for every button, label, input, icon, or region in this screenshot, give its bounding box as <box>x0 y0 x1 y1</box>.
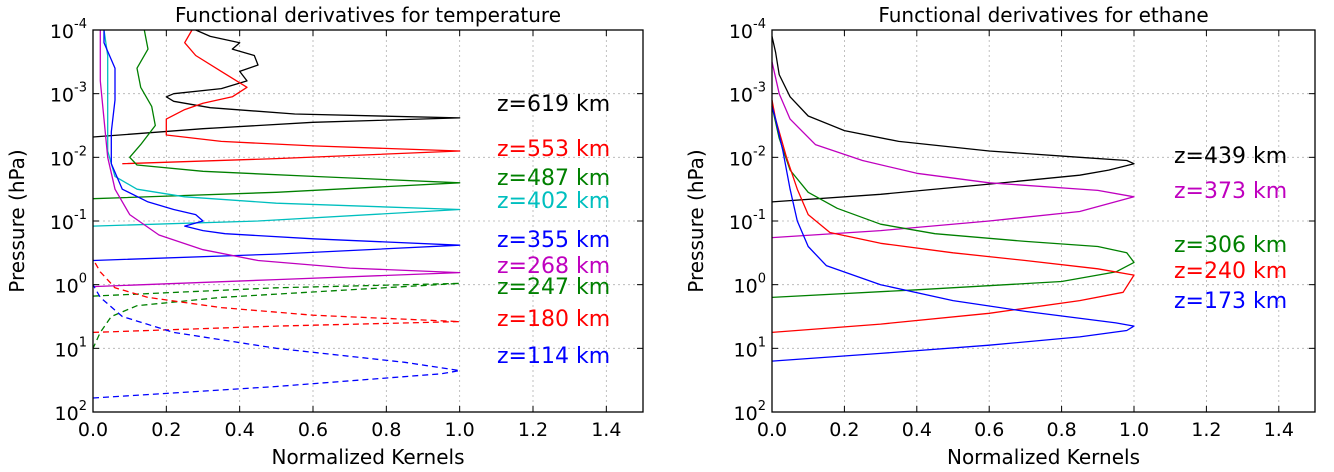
y-tick-label: 102 <box>55 399 87 425</box>
y-axis-label: Pressure (hPa) <box>5 149 29 292</box>
x-axis-label: Normalized Kernels <box>271 445 464 469</box>
x-tick-label: 1.0 <box>445 419 475 441</box>
series-line-6 <box>92 282 461 349</box>
x-tick-label: 0.6 <box>298 419 328 441</box>
y-tick-label: 10-4 <box>729 17 766 43</box>
y-tick-label: 100 <box>734 272 766 298</box>
legend-entry: z=439 km <box>1174 144 1287 169</box>
x-tick-label: 0.0 <box>78 419 108 441</box>
series-line-4 <box>92 30 461 262</box>
chart-panel-1: 0.0 0.2 0.4 0.6 0.8 1.0 1.2 1.4 10-4 10-3 10-2 10-1… <box>684 3 1316 469</box>
x-tick-label: 1.0 <box>1119 419 1149 441</box>
y-tick-label: 102 <box>734 399 766 425</box>
series-line-2 <box>771 106 1135 299</box>
legend-entry: z=355 km <box>497 228 610 253</box>
legend-entry: z=268 km <box>497 254 610 279</box>
x-tick-label: 0.2 <box>829 419 859 441</box>
series-line-5 <box>92 30 461 288</box>
y-tick-label: 10-3 <box>50 81 87 107</box>
legend-entry: z=240 km <box>1174 259 1287 284</box>
series-line-4 <box>771 106 1135 362</box>
y-tick-label: 10-2 <box>729 144 766 170</box>
chart-title: Functional derivatives for temperature <box>175 3 561 27</box>
legend-entry: z=306 km <box>1174 233 1287 258</box>
chart-panel-0: 0.0 0.2 0.4 0.6 0.8 1.0 1.2 1.4 10-4 10-3 10-2 10-1… <box>5 3 644 469</box>
x-axis-label: Normalized Kernels <box>947 445 1140 469</box>
x-tick-label: 0.8 <box>371 419 401 441</box>
legend-entry: z=247 km <box>497 275 610 300</box>
legend-entry: z=373 km <box>1174 179 1287 204</box>
series-line-8 <box>92 284 461 399</box>
y-tick-label: 10-3 <box>729 81 766 107</box>
series-line-1 <box>771 61 1135 239</box>
series-line-3 <box>771 99 1135 334</box>
legend-entry: z=402 km <box>497 189 610 214</box>
series-line-1 <box>122 29 461 165</box>
x-tick-label: 1.2 <box>1191 419 1221 441</box>
x-tick-label: 1.4 <box>591 419 621 441</box>
y-axis-label: Pressure (hPa) <box>684 149 708 292</box>
series-line-3 <box>92 29 461 227</box>
y-tick-label: 100 <box>55 272 87 298</box>
series-line-2 <box>92 29 461 200</box>
series-line-0 <box>771 36 1135 203</box>
chart-title: Functional derivatives for ethane <box>878 3 1208 27</box>
x-tick-label: 0.0 <box>757 419 787 441</box>
legend-entry: z=619 km <box>497 92 610 117</box>
y-tick-label: 10-4 <box>50 17 87 43</box>
x-tick-label: 0.8 <box>1046 419 1076 441</box>
x-tick-label: 1.2 <box>518 419 548 441</box>
y-tick-label: 101 <box>55 335 87 361</box>
series-line-0 <box>92 29 461 138</box>
x-tick-label: 1.4 <box>1264 419 1294 441</box>
x-tick-label: 0.2 <box>151 419 181 441</box>
legend-entry: z=487 km <box>497 166 610 191</box>
legend-entry: z=173 km <box>1174 289 1287 314</box>
y-tick-label: 10-1 <box>729 208 766 234</box>
y-tick-label: 10-1 <box>50 208 87 234</box>
x-tick-label: 0.4 <box>902 419 932 441</box>
legend-entry: z=114 km <box>497 344 610 369</box>
y-tick-label: 10-2 <box>50 144 87 170</box>
x-tick-label: 0.6 <box>974 419 1004 441</box>
legend-entry: z=553 km <box>497 137 610 162</box>
series-line-7 <box>92 258 461 334</box>
y-tick-label: 101 <box>734 335 766 361</box>
legend-entry: z=180 km <box>497 307 610 332</box>
x-tick-label: 0.4 <box>225 419 255 441</box>
